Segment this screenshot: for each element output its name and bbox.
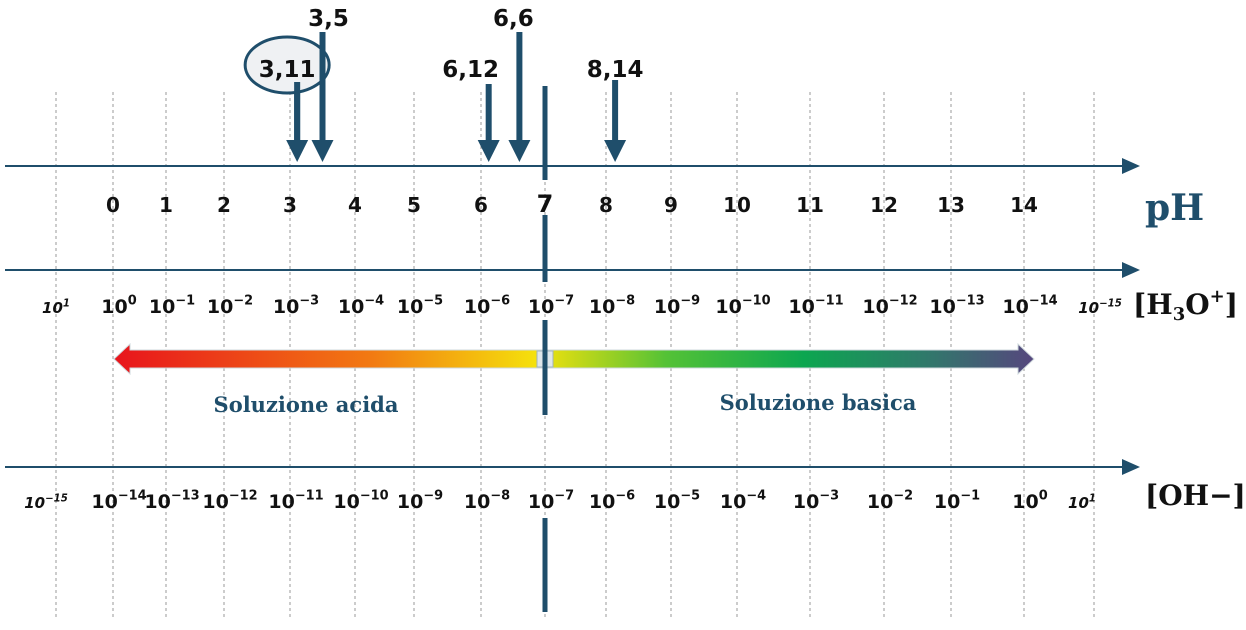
- ph-tick-label: 11: [796, 193, 824, 217]
- marker-label: 3,5: [308, 6, 349, 32]
- ph-tick-label: 12: [870, 193, 898, 217]
- ph-axis-line: [5, 158, 1140, 174]
- oh-tick-label: 10−9: [397, 488, 443, 513]
- ph-marker-6-6: 6,6: [493, 6, 534, 162]
- oh-tick-label: 10−3: [793, 488, 839, 513]
- oh-tick-label: 10−5: [654, 488, 700, 513]
- ph-tick-label: 2: [217, 193, 231, 217]
- oh-tick-label: 100: [1012, 488, 1047, 513]
- base-region-label: Soluzione basica: [720, 390, 917, 415]
- oh-tick-label: 10−2: [867, 488, 913, 513]
- ph-marker-3-11: 3,11: [243, 35, 331, 162]
- oh-tick-label: 10−1: [934, 488, 980, 513]
- h3o-tick-label: 10−11: [788, 293, 843, 318]
- ph-axis-label: pH: [1145, 187, 1204, 229]
- axis-lines: [5, 158, 1140, 475]
- marker-arrow-head: [604, 140, 627, 162]
- h3o-tick-label: 100: [101, 293, 136, 318]
- oh-axis-line: [5, 459, 1140, 475]
- marker-label: 6,12: [442, 57, 499, 83]
- ph-tick-label: 13: [937, 193, 965, 217]
- acidity-color-bar: [113, 342, 1035, 376]
- h3o-tick-labels: 101 10−15 100 10−1 10−2 10−3 10−4 10−5 10−6 10−7 1…: [42, 293, 1122, 318]
- oh-tick-label: 10−14: [91, 488, 146, 513]
- h3o-extra-label: 10−15: [1078, 298, 1122, 317]
- h3o-extra-label: 101: [42, 298, 70, 317]
- ph-tick-label: 14: [1010, 193, 1038, 217]
- h3o-tick-label: 10−7: [528, 293, 574, 318]
- ph-tick-label: 4: [348, 193, 362, 217]
- acid-region-label: Soluzione acida: [214, 392, 399, 417]
- h3o-tick-label: 10−9: [654, 293, 700, 318]
- acid-base-gradient-arrow: [113, 342, 1035, 376]
- marker-arrow-head: [477, 140, 500, 162]
- ph-marker-6-12: 6,12: [442, 57, 500, 162]
- oh-extra-label: 101: [1068, 493, 1096, 512]
- ph-tick-label: 7: [537, 190, 554, 218]
- marker-arrow-head: [311, 140, 334, 162]
- ph-tick-label: 8: [599, 193, 613, 217]
- oh-tick-label: 10−4: [720, 488, 766, 513]
- ph-tick-label: 5: [407, 193, 421, 217]
- h3o-tick-label: 10−14: [1002, 293, 1057, 318]
- h3o-tick-label: 10−10: [715, 293, 770, 318]
- marker-arrow-head: [286, 140, 309, 162]
- oh-tick-label: 10−11: [268, 488, 323, 513]
- ph-tick-label: 1: [159, 193, 173, 217]
- oh-tick-label: 10−8: [464, 488, 510, 513]
- h3o-tick-label: 10−8: [589, 293, 635, 318]
- marker-label: 3,11: [259, 57, 316, 83]
- h3o-tick-label: 10−1: [149, 293, 195, 318]
- h3o-tick-label: 10−12: [862, 293, 917, 318]
- ph-marker-3-5: 3,5: [308, 6, 349, 162]
- marker-label: 6,6: [493, 6, 534, 32]
- oh-tick-label: 10−6: [589, 488, 635, 513]
- h3o-tick-label: 10−3: [273, 293, 319, 318]
- highlight-ellipse: [243, 35, 331, 95]
- oh-extra-label: 10−15: [24, 493, 68, 512]
- oh-tick-label: 10−10: [333, 488, 388, 513]
- ph-tick-label: 10: [723, 193, 751, 217]
- oh-tick-label: 10−13: [144, 488, 199, 513]
- oh-axis-label: [OH−]: [1145, 479, 1246, 512]
- h3o-tick-label: 10−5: [397, 293, 443, 318]
- oh-tick-label: 10−12: [202, 488, 257, 513]
- ph-marker-8-14: 8,14: [587, 57, 644, 162]
- ph-tick-label: 0: [106, 193, 120, 217]
- ph-tick-labels: 0 1 2 3 4 5 6 7 8 9 10 11 12 13 14: [106, 190, 1038, 218]
- ph-tick-label: 6: [474, 193, 488, 217]
- vertical-dashed-gridlines: [55, 92, 1095, 618]
- marker-label: 8,14: [587, 57, 644, 83]
- marker-arrow-head: [508, 140, 531, 162]
- ph-tick-label: 3: [283, 193, 297, 217]
- h3o-tick-label: 10−13: [929, 293, 984, 318]
- ph-markers: 3,11 3,5 6,12 6,6 8,14: [243, 6, 644, 162]
- h3o-tick-label: 10−6: [464, 293, 510, 318]
- h3o-tick-label: 10−4: [338, 293, 384, 318]
- h3o-axis-label: [H3O+]: [1133, 286, 1238, 325]
- ph-tick-label: 9: [664, 193, 678, 217]
- h3o-axis-line: [5, 262, 1140, 278]
- h3o-tick-label: 10−2: [207, 293, 253, 318]
- oh-tick-label: 10−7: [528, 488, 574, 513]
